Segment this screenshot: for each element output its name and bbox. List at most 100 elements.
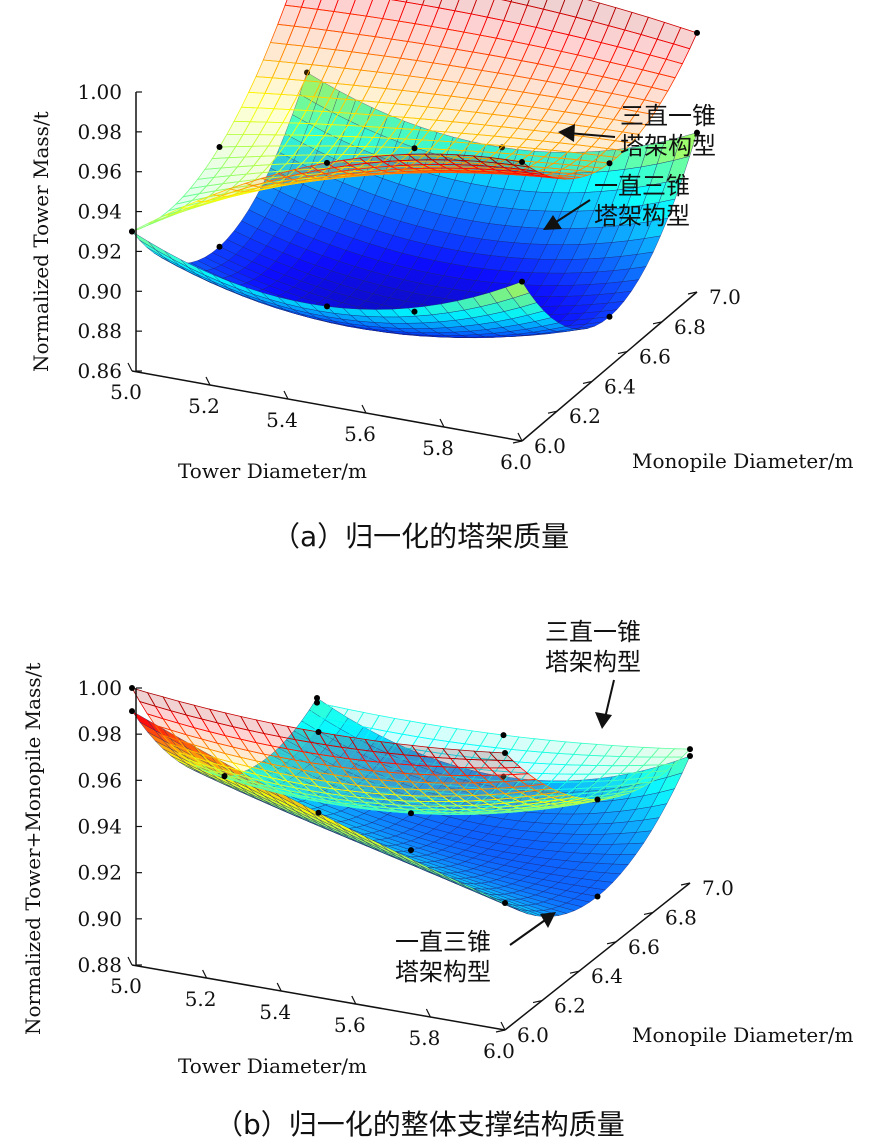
y-tick-label: 7.0 [709,285,741,309]
x-tick-mark [202,969,208,979]
y-tick-label: 6.4 [604,374,636,398]
data-point [694,129,700,136]
x-tick-label: 5.6 [344,422,376,446]
data-point [519,278,525,285]
data-point [519,159,525,165]
z-tick-label: 1.00 [77,80,122,104]
data-point [408,847,414,854]
x-tick-mark [517,432,523,442]
y-tick-mark [606,941,617,945]
data-point [304,69,310,76]
series-label-mesh-b: 三直一锥塔架构型 [545,618,641,676]
x-tick-mark [439,418,445,428]
annotation-top: 三直一锥塔架构型 [558,102,716,160]
data-point [502,900,508,906]
tick-labels: 0.88 0.90 0.92 0.94 0.96 0.98 1.00 5.0 5.2 5.4 5.6… [77,676,733,1063]
data-point [694,29,700,36]
series-label-filled-a: 一直三锥塔架构型 [594,172,690,230]
z-tick-label: 0.90 [77,907,122,931]
x-tick-mark [500,1021,506,1031]
y-tick-mark [569,970,580,974]
y-axis-line [504,882,691,1031]
data-point [594,893,601,900]
z-tick-label: 0.96 [77,768,122,792]
caption-b: （b）归一化的整体支撑结构质量 [215,1108,625,1141]
y-tick-mark [532,1000,543,1004]
y-tick-label: 6.8 [665,905,697,929]
y-tick-label: 6.6 [639,345,671,369]
axes [127,687,691,1033]
z-tick-label: 0.90 [77,279,122,303]
x-tick-label: 5.2 [188,394,220,418]
mesh-cell [505,159,530,168]
y-axis-label: Monopile Diameter/m [632,449,854,473]
x-axis-label: Tower Diameter/m [178,459,367,483]
annotation-bottom: 一直三锥塔架构型 [543,172,690,230]
x-tick-label: 5.4 [266,408,298,432]
x-tick-mark [127,956,133,966]
z-axis-label: Normalized Tower+Monopile Mass/t [21,663,45,1035]
y-tick-label: 6.2 [554,994,586,1018]
mesh-cell [488,751,514,762]
y-tick-mark [680,882,691,886]
series-label-mesh-a: 三直一锥塔架构型 [620,102,716,160]
x-axis-label: Tower Diameter/m [178,1054,367,1078]
data-point [221,773,228,780]
x-tick-label: 5.8 [422,436,454,460]
z-tick-label: 0.98 [77,722,122,746]
x-tick-label: 5.0 [110,380,142,404]
y-tick-mark [547,410,558,414]
z-tick-label: 0.98 [77,120,122,144]
surface-mesh [129,0,700,235]
z-tick-label: 0.86 [77,359,122,383]
data-point [324,303,330,310]
y-tick-mark [582,380,593,384]
surfaces [129,685,693,917]
data-point [129,685,135,691]
z-tick-label: 0.92 [77,861,122,885]
data-point [687,746,693,753]
y-axis-label: Monopile Diameter/m [632,1023,854,1047]
z-axis-label: Normalized Tower Mass/t [29,111,53,372]
data-point [129,708,135,715]
data-point [594,796,601,803]
data-point [324,159,330,166]
x-tick-label: 5.6 [334,1013,366,1037]
data-point [216,243,223,250]
x-tick-mark [351,995,357,1005]
y-tick-mark [652,321,663,325]
x-tick-mark [283,390,289,400]
data-point [315,809,322,816]
panel-a: 0.86 0.88 0.90 0.92 0.94 0.96 0.98 1.00 5.0 5.2 5.… [29,0,854,553]
y-tick-label: 6.0 [517,1023,549,1047]
x-tick-label: 6.0 [483,1039,515,1063]
y-tick-mark [512,440,523,444]
z-tick-label: 1.00 [77,676,122,700]
annotation-top: 三直一锥塔架构型 [545,618,641,729]
data-point [502,750,508,756]
y-tick-label: 6.2 [569,404,601,428]
y-tick-label: 6.6 [628,935,660,959]
x-tick-mark [127,362,133,372]
x-axis-line [131,964,506,1031]
mesh-cell [148,214,172,224]
series-label-filled-b: 一直三锥塔架构型 [395,928,491,986]
y-tick-mark [617,351,628,355]
data-point [314,695,320,701]
data-point [687,753,693,759]
y-axis-line [521,291,698,442]
data-point [411,145,418,152]
data-point [216,144,223,150]
y-tick-label: 6.8 [674,315,706,339]
y-tick-label: 6.4 [591,964,623,988]
x-tick-label: 5.2 [185,987,217,1011]
annotation-bottom: 一直三锥塔架构型 [395,912,556,986]
tick-labels: 0.86 0.88 0.90 0.92 0.94 0.96 0.98 1.00 5.0 5.2 5.… [77,80,740,474]
data-point [606,160,613,167]
data-point [411,308,418,315]
z-tick-label: 0.92 [77,239,122,263]
z-tick-label: 0.94 [77,200,122,224]
x-tick-mark [276,982,282,992]
z-tick-label: 0.88 [77,953,122,977]
